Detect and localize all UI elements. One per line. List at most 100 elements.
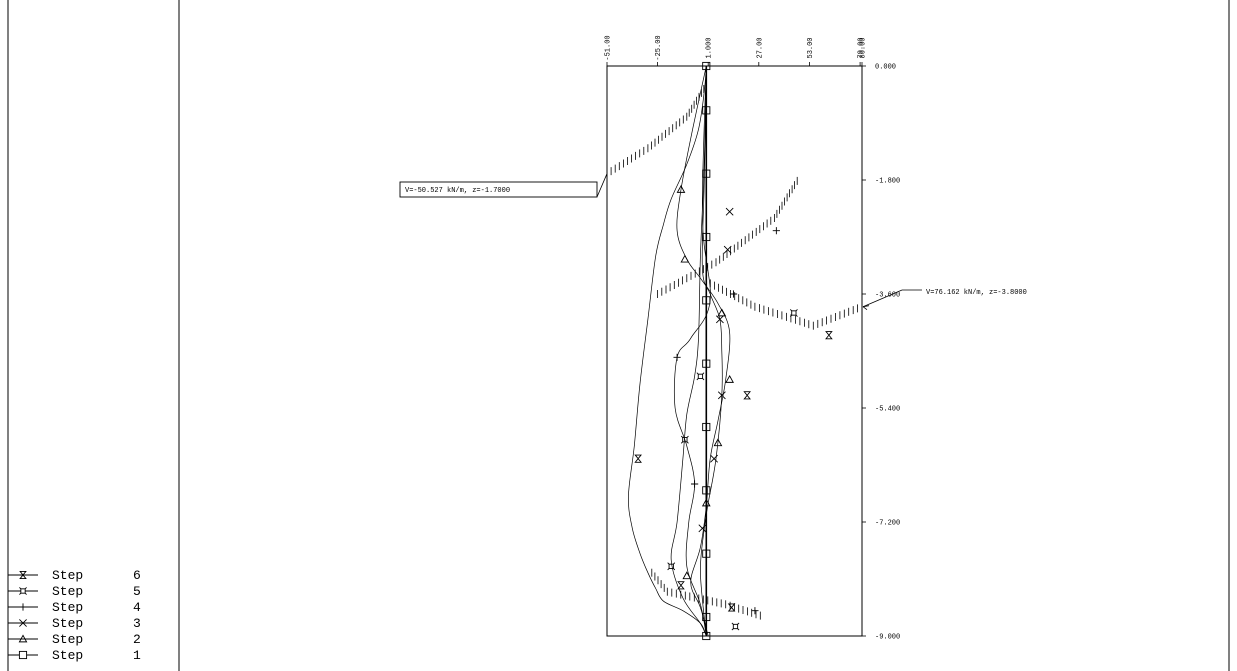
series-point-step-1 [702,486,711,495]
legend-step-number: 5 [133,584,141,599]
legend-label: Step [52,568,83,583]
marker-layer [634,61,833,641]
max-positive-callout-text: V=76.162 kN/m, z=-3.8000 [926,289,1027,297]
series-point-step-1 [702,631,711,641]
legend-marker-icon [18,650,28,660]
series-point-step-2 [701,498,711,507]
x-tick-label: -25.00 [655,35,663,60]
series-point-step-6 [727,603,736,612]
series-point-step-4 [729,290,738,298]
legend-marker-icon [18,634,28,643]
series-point-step-1 [702,359,711,368]
dashed-traces [610,81,858,620]
series-point-step-1 [702,106,711,115]
x-tick-label: 79.00 [858,37,866,58]
legend-marker-icon [19,587,27,595]
series-point-step-3 [698,524,707,533]
series-line-step-4 [673,65,711,637]
y-tick-label: -3.600 [875,292,900,300]
legend-item-step-3: Step 3 [8,616,141,631]
max-positive-callout-leader [862,289,922,308]
series-point-step-5 [696,372,705,381]
series-point-step-1 [702,296,711,305]
legend-item-step-4: Step 4 [8,600,141,615]
plot-area [606,65,863,637]
series-point-step-2 [676,184,686,193]
series-point-step-5 [667,562,676,571]
series-line-step-6 [628,65,707,637]
series-point-step-3 [723,245,732,254]
series-point-step-3 [725,207,734,216]
series-point-step-3 [715,315,724,324]
series-point-step-5 [680,435,689,444]
window-frame [7,0,1230,671]
x-tick-label: 27.00 [756,37,764,58]
series-point-step-6 [677,581,685,590]
series-point-step-5 [731,622,740,631]
series-point-step-4 [673,353,681,361]
series-point-step-2 [717,308,727,317]
dashed-trace-left-envelope [610,81,707,176]
max-negative-callout-box [399,181,598,198]
x-tick-label: 1.000 [706,37,714,58]
legend: Step 6 Step 5 Step 4 Step 3 Step 2 Step 1 [8,568,141,663]
y-tick-label: -1.800 [875,178,900,186]
series-point-step-1 [702,422,711,432]
series-line-step-2 [676,65,731,637]
y-tick-label: 0.000 [875,64,896,72]
series-lines [628,65,731,637]
y-tick-label: -5.400 [875,406,900,414]
legend-item-step-5: Step 5 [8,584,141,599]
legend-marker-icon [19,619,27,627]
series-point-step-3 [717,391,726,400]
legend-label: Step [52,632,83,647]
y-tick-label: -7.200 [875,520,900,528]
series-point-step-2 [682,571,692,580]
x-tick-label: 80.00 [860,37,868,58]
series-point-step-6 [825,331,833,340]
max-negative-callout-leader [596,173,608,198]
legend-item-step-1: Step 1 [8,648,141,663]
x-tick-label: -51.00 [605,35,613,60]
max-negative-callout-text: V=-50.527 kN/m, z=-1.7000 [405,187,510,195]
legend-step-number: 2 [133,632,141,647]
series-point-step-4 [690,480,699,488]
legend-step-number: 4 [133,600,141,615]
annotation-layer: V=-50.527 kN/m, z=-1.7000 V=76.162 kN/m, … [399,173,1027,311]
legend-step-number: 3 [133,616,141,631]
series-line-step-5 [670,65,707,637]
legend-label: Step [52,616,83,631]
series-point-step-3 [710,454,718,463]
y-axis: 0.000 -1.800 -3.600 -5.400 -7.200 -9.000 [862,64,900,642]
dashed-trace-upper-right [657,176,798,298]
legend-item-step-2: Step 2 [8,632,141,647]
arrow-head-icon [862,305,870,311]
legend-marker-icon [19,570,27,580]
legend-step-number: 1 [133,648,141,663]
series-point-step-1 [702,232,711,242]
series-point-step-2 [713,438,723,447]
legend-item-step-6: Step 6 [8,568,141,583]
y-tick-label: -9.000 [875,634,900,642]
plot-border [606,65,863,637]
series-point-step-1 [702,169,711,178]
legend-label: Step [52,600,83,615]
legend-label: Step [52,584,83,599]
series-point-step-6 [743,391,751,400]
series-point-step-5 [789,309,798,317]
dashed-trace-right-envelope [705,277,858,330]
series-point-step-1 [702,61,711,71]
x-tick-label: 53.00 [807,37,815,58]
series-point-step-1 [702,612,711,622]
series-point-step-1 [702,549,711,558]
series-point-step-2 [680,254,690,263]
legend-label: Step [52,648,83,663]
series-point-step-2 [725,374,734,383]
series-point-step-6 [634,454,642,463]
legend-step-number: 6 [133,568,141,583]
series-point-step-4 [751,607,759,615]
legend-marker-icon [19,603,27,611]
series-point-step-4 [772,227,780,235]
